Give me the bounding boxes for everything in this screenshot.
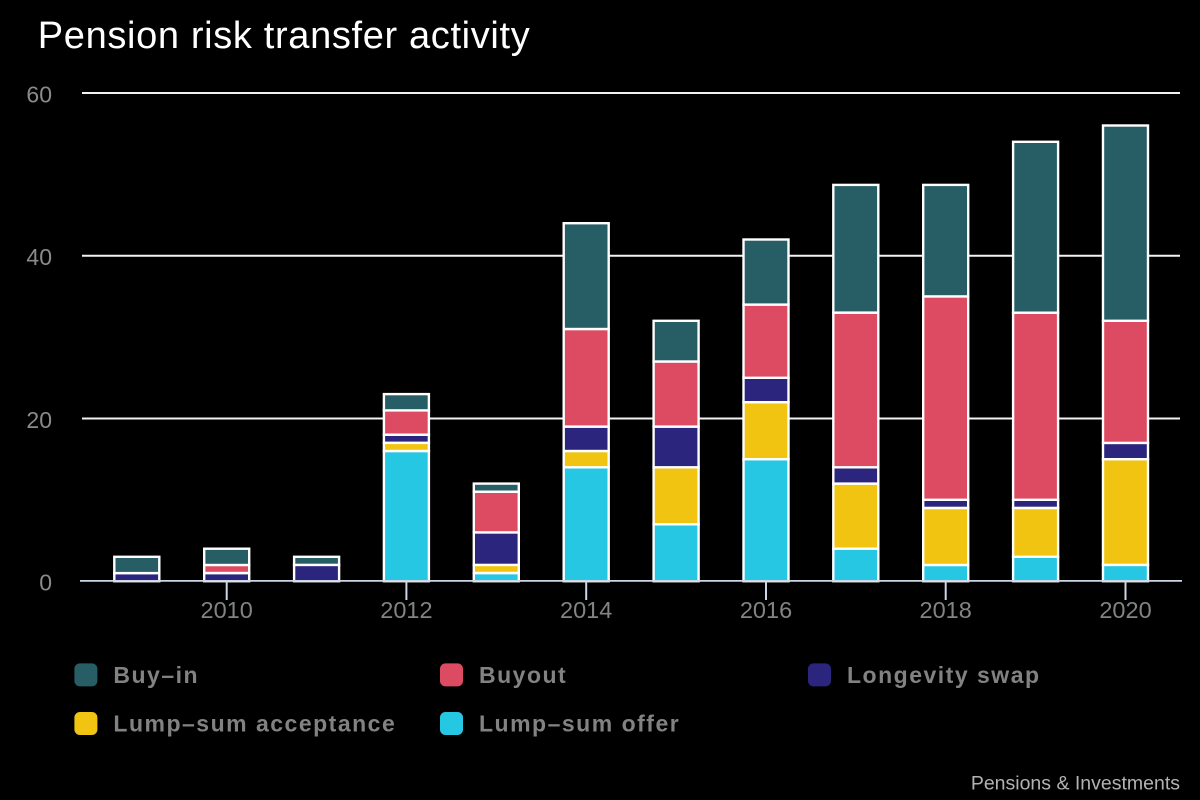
svg-text:Lump–sum acceptance: Lump–sum acceptance [113,711,396,737]
svg-text:Buy–in: Buy–in [113,662,199,688]
svg-text:Lump–sum offer: Lump–sum offer [479,711,680,737]
svg-text:2018: 2018 [920,597,972,623]
svg-text:Buyout: Buyout [479,662,567,688]
svg-text:2016: 2016 [740,597,792,623]
svg-text:2020: 2020 [1099,597,1151,623]
svg-text:Longevity swap: Longevity swap [847,662,1041,688]
svg-text:2014: 2014 [560,597,612,623]
svg-text:40: 40 [26,244,52,270]
svg-text:0: 0 [39,570,52,596]
svg-text:20: 20 [26,407,52,433]
svg-text:Pension risk transfer activity: Pension risk transfer activity [38,15,531,57]
svg-text:Pensions & Investments: Pensions & Investments [971,773,1180,795]
svg-text:2012: 2012 [380,597,432,623]
svg-text:60: 60 [26,82,52,108]
svg-text:2010: 2010 [201,597,253,623]
